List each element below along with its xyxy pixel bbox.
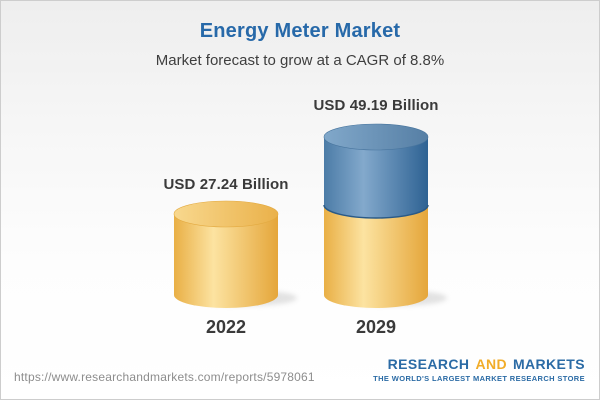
- logo-word-and: AND: [475, 356, 507, 372]
- value-label-2029: USD 49.19 Billion: [313, 97, 439, 114]
- logo-tagline: THE WORLD'S LARGEST MARKET RESEARCH STOR…: [373, 374, 585, 383]
- logo-wordmark: RESEARCH AND MARKETS: [373, 356, 585, 373]
- report-url: https://www.researchandmarkets.com/repor…: [14, 370, 315, 384]
- chart-subtitle: Market forecast to grow at a CAGR of 8.8…: [155, 52, 445, 69]
- bar-2029-base-segment: [324, 205, 428, 308]
- bar-2029-growth-segment: [323, 123, 429, 219]
- logo-word-research: RESEARCH: [387, 356, 470, 372]
- research-and-markets-logo: RESEARCH AND MARKETS THE WORLD'S LARGEST…: [373, 356, 585, 383]
- chart-title: Energy Meter Market: [199, 20, 401, 42]
- bar-2029-cylinder: [323, 123, 447, 308]
- bar-2022-cylinder: [173, 200, 297, 308]
- logo-word-markets: MARKETS: [512, 356, 585, 372]
- value-label-2022: USD 27.24 Billion: [163, 176, 289, 193]
- axis-label-2022: 2022: [205, 317, 247, 337]
- axis-label-2029: 2029: [355, 317, 397, 337]
